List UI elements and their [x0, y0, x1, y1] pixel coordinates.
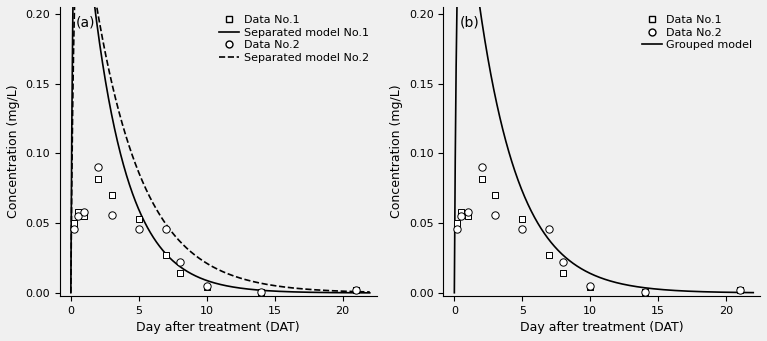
- Legend: Data No.1, Separated model No.1, Data No.2, Separated model No.2: Data No.1, Separated model No.1, Data No…: [217, 13, 371, 65]
- Point: [160, 226, 172, 232]
- Y-axis label: Concentration (mg/L): Concentration (mg/L): [390, 85, 403, 218]
- Point: [71, 213, 84, 219]
- Point: [455, 213, 467, 219]
- Point: [489, 193, 502, 198]
- Point: [451, 221, 463, 226]
- Point: [733, 287, 746, 293]
- Point: [584, 285, 597, 290]
- Y-axis label: Concentration (mg/L): Concentration (mg/L): [7, 85, 20, 218]
- Text: (a): (a): [76, 16, 95, 30]
- Point: [133, 226, 145, 232]
- Point: [92, 165, 104, 170]
- Point: [255, 289, 267, 294]
- Point: [451, 226, 463, 232]
- Point: [733, 287, 746, 293]
- Point: [255, 289, 267, 294]
- Point: [584, 283, 597, 289]
- Point: [92, 176, 104, 181]
- Point: [67, 221, 80, 226]
- Point: [476, 165, 488, 170]
- Point: [557, 271, 569, 276]
- Point: [557, 260, 569, 265]
- Point: [78, 209, 91, 215]
- Point: [638, 289, 650, 294]
- Point: [489, 212, 502, 218]
- Point: [160, 253, 172, 258]
- Point: [516, 216, 528, 222]
- Point: [516, 226, 528, 232]
- Point: [201, 283, 213, 289]
- Point: [173, 260, 186, 265]
- Point: [455, 209, 467, 215]
- Point: [106, 212, 118, 218]
- Point: [173, 271, 186, 276]
- Point: [78, 213, 91, 219]
- Point: [106, 193, 118, 198]
- Point: [350, 287, 362, 293]
- Point: [638, 289, 650, 294]
- Legend: Data No.1, Data No.2, Grouped model: Data No.1, Data No.2, Grouped model: [640, 13, 755, 53]
- Point: [67, 226, 80, 232]
- X-axis label: Day after treatment (DAT): Day after treatment (DAT): [137, 321, 300, 334]
- Point: [350, 287, 362, 293]
- Point: [462, 213, 474, 219]
- Point: [71, 209, 84, 215]
- X-axis label: Day after treatment (DAT): Day after treatment (DAT): [520, 321, 683, 334]
- Point: [462, 209, 474, 215]
- Point: [476, 176, 488, 181]
- Point: [543, 253, 555, 258]
- Point: [543, 226, 555, 232]
- Point: [201, 285, 213, 290]
- Point: [133, 216, 145, 222]
- Text: (b): (b): [459, 16, 479, 30]
